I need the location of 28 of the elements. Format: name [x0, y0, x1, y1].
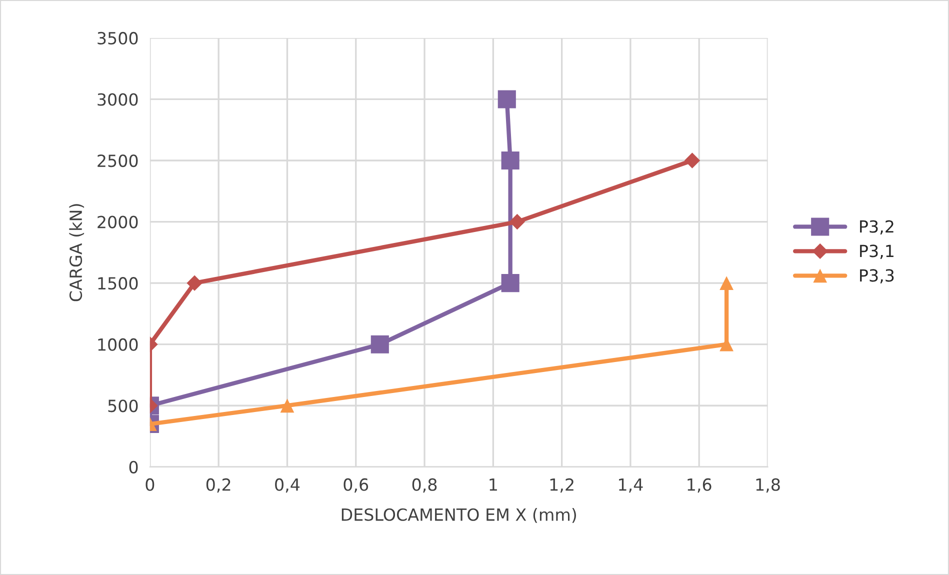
- x-tick-label: 1,4: [619, 478, 643, 493]
- y-tick-label: 1000: [98, 338, 138, 351]
- x-tick-label: 0: [146, 478, 154, 491]
- x-tick-label: 0,6: [344, 478, 368, 493]
- y-tick-label: 3000: [98, 93, 138, 106]
- y-tick-label: 3500: [98, 32, 138, 45]
- x-tick-label: 0,8: [412, 478, 437, 493]
- y-tick-label: 1500: [98, 277, 138, 290]
- y-axis-title: CARGA (kN): [69, 204, 84, 302]
- point: [509, 214, 526, 230]
- point: [501, 274, 520, 292]
- legend-label: P3,2: [860, 220, 894, 234]
- y-tick-label: 0: [129, 460, 138, 474]
- x-tick-label: 1: [490, 478, 497, 491]
- x-tick-label: 0,4: [275, 478, 300, 493]
- legend-label: P3,3: [860, 269, 894, 284]
- point: [501, 151, 520, 170]
- x-tick-label: 1,2: [550, 478, 574, 493]
- x-tick-label: 1,8: [756, 478, 780, 493]
- legend-label: P3,1: [860, 244, 894, 259]
- x-tick-label: 0,2: [206, 478, 230, 493]
- y-tick-label: 2500: [98, 154, 138, 168]
- point: [498, 90, 516, 108]
- point: [684, 152, 700, 168]
- y-tick-label: 2000: [98, 216, 138, 228]
- x-axis-title: DESLOCAMENTO EM X (mm): [342, 508, 576, 523]
- y-tick-label: 500: [108, 400, 138, 412]
- x-tick-label: 1,6: [688, 478, 712, 493]
